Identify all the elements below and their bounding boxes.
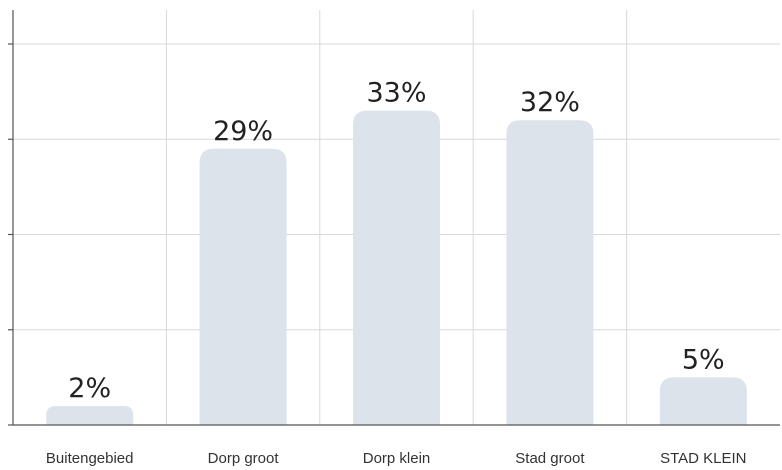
data-label: 33%	[366, 78, 426, 109]
bars	[46, 110, 747, 426]
bar-buitengebied	[46, 405, 134, 425]
category-label: STAD KLEIN	[660, 450, 746, 467]
category-labels: Buitengebied Dorp groot Dorp klein Stad gro…	[46, 450, 747, 467]
bar-stad-klein	[659, 377, 747, 425]
data-label: 29%	[213, 116, 273, 147]
category-label: Buitengebied	[46, 450, 134, 467]
data-label: 2%	[68, 373, 111, 404]
data-label: 5%	[682, 344, 725, 375]
data-labels: 2% 29% 33% 32% 5%	[68, 78, 724, 404]
data-label: 32%	[520, 87, 580, 118]
axes	[8, 10, 780, 426]
category-label: Dorp groot	[208, 450, 280, 467]
category-label: Stad groot	[515, 450, 585, 467]
bar-dorp-groot	[199, 148, 287, 425]
bar-dorp-klein	[353, 110, 440, 426]
bar-stad-groot	[506, 120, 594, 425]
category-label: Dorp klein	[363, 450, 431, 467]
